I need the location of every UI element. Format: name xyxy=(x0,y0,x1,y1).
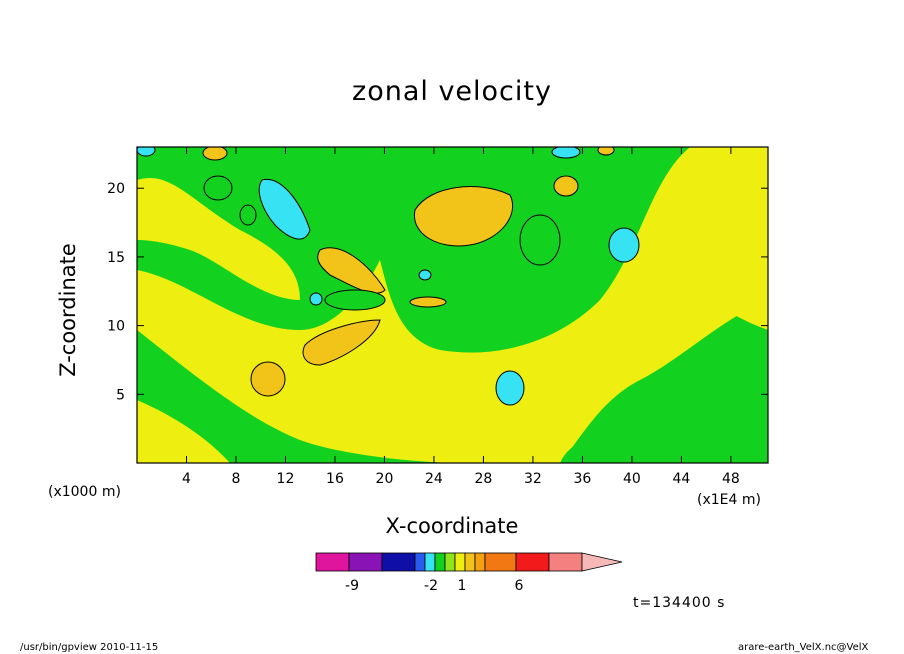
yellow-region-center xyxy=(137,147,768,463)
colorbar-segment xyxy=(434,552,446,572)
x-tick-label: 28 xyxy=(475,471,493,487)
colorbar-segment xyxy=(414,552,426,572)
y-tick-label: 5 xyxy=(116,387,125,403)
y-axis-title: Z-coordinate xyxy=(56,243,80,377)
colorbar-segment xyxy=(454,552,466,572)
footer-left: /usr/bin/gpview 2010-11-15 xyxy=(20,642,159,653)
x-axis: 4 8 12 16 20 24 28 32 36 40 44 48 xyxy=(182,147,740,487)
cyan-patch xyxy=(137,147,156,157)
colorbar-segment xyxy=(348,552,383,572)
cyan-patch xyxy=(608,227,640,263)
orange-patch xyxy=(250,361,286,397)
cyan-patch xyxy=(258,178,311,240)
orange-patch xyxy=(553,175,579,197)
x-axis-title: X-coordinate xyxy=(385,514,519,538)
green-patch xyxy=(203,175,233,201)
y-tick-label: 20 xyxy=(107,181,125,197)
colorbar-segment xyxy=(381,552,416,572)
orange-patch xyxy=(409,296,447,308)
green-patch xyxy=(239,204,257,226)
y-tick-label: 10 xyxy=(107,319,125,335)
orange-patch xyxy=(302,319,381,366)
colorbar: -9 -2 1 6 xyxy=(315,552,623,594)
footer-right: arare-earth_VelX.nc@VelX xyxy=(738,642,869,653)
chart-title: zonal velocity xyxy=(352,76,552,107)
y-axis: 5 10 15 20 xyxy=(107,181,768,403)
green-patch xyxy=(324,289,386,311)
colorbar-segment xyxy=(484,552,517,572)
colorbar-segment xyxy=(315,552,350,572)
green-region-bottom-right xyxy=(560,431,700,463)
x-tick-label: 8 xyxy=(232,471,241,487)
orange-patch xyxy=(414,186,514,247)
x-tick-label: 40 xyxy=(623,471,641,487)
cyan-patch xyxy=(495,370,525,406)
colorbar-label: -2 xyxy=(424,578,438,594)
cyan-patch xyxy=(551,147,581,159)
x-tick-label: 16 xyxy=(326,471,344,487)
cyan-patch xyxy=(309,292,323,306)
time-label: t=134400 s xyxy=(633,595,726,611)
x-tick-label: 44 xyxy=(672,471,690,487)
yellow-region-bottom-left xyxy=(137,400,230,463)
green-region-top-right xyxy=(477,147,620,200)
x-tick-label: 48 xyxy=(722,471,740,487)
x-tick-label: 32 xyxy=(524,471,542,487)
colorbar-arrow xyxy=(581,552,623,572)
orange-patch xyxy=(202,147,228,161)
y-tick-label: 15 xyxy=(107,250,125,266)
colorbar-label: -9 xyxy=(345,578,359,594)
colorbar-segment xyxy=(515,552,550,572)
x-tick-label: 4 xyxy=(182,471,191,487)
colorbar-segment xyxy=(548,552,583,572)
yellow-region-right xyxy=(677,147,768,330)
x-tick-label: 24 xyxy=(425,471,443,487)
colorbar-segment xyxy=(464,552,476,572)
x-tick-label: 20 xyxy=(376,471,394,487)
green-region-top xyxy=(137,147,420,210)
x-tick-label: 12 xyxy=(277,471,295,487)
colorbar-label: 1 xyxy=(458,578,467,594)
colorbar-label: 6 xyxy=(515,578,524,594)
yellow-region-upper-left xyxy=(137,178,300,300)
colorbar-segment xyxy=(424,552,436,572)
x-tick-label: 36 xyxy=(573,471,591,487)
z-unit-label: (x1000 m) xyxy=(48,484,121,500)
x-unit-label: (x1E4 m) xyxy=(697,492,761,508)
green-patch xyxy=(519,214,561,266)
cyan-patch xyxy=(418,269,432,281)
orange-patch xyxy=(597,147,615,156)
colorbar-segment xyxy=(444,552,456,572)
colorbar-segment xyxy=(474,552,486,572)
plot-frame xyxy=(136,146,769,464)
